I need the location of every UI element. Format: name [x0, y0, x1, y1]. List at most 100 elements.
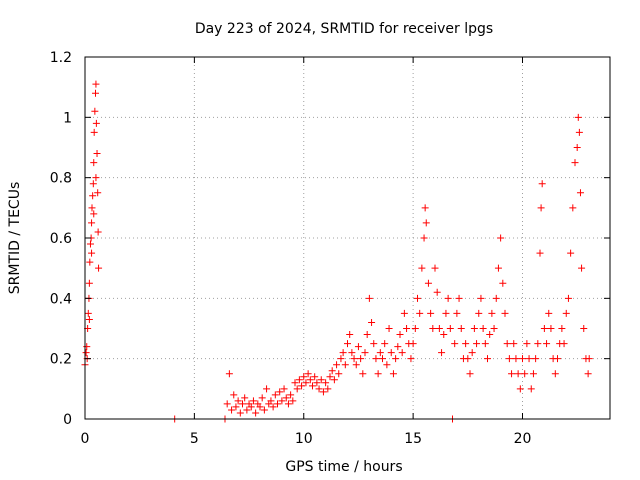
data-point [457, 325, 465, 332]
data-point [348, 349, 356, 357]
data-point [519, 355, 526, 363]
data-point [95, 264, 103, 272]
data-point [315, 385, 323, 393]
data-point [86, 240, 94, 248]
data-point [363, 331, 371, 339]
data-point [85, 315, 93, 323]
data-point [92, 80, 100, 88]
x-tick-label: 20 [514, 431, 532, 447]
data-point [236, 409, 244, 417]
data-point [328, 367, 336, 375]
data-point [247, 403, 255, 411]
data-point [389, 370, 397, 378]
data-point [433, 288, 441, 296]
data-point [554, 355, 561, 363]
data-point [499, 279, 507, 287]
data-point [534, 340, 542, 348]
data-point [508, 370, 516, 378]
data-point [538, 180, 546, 188]
data-point [90, 210, 98, 218]
data-point [282, 394, 290, 402]
data-point [435, 325, 443, 332]
data-point [293, 385, 301, 393]
data-point [88, 219, 96, 227]
data-point [289, 397, 297, 405]
data-point [230, 391, 238, 399]
data-point [429, 325, 437, 332]
data-point [335, 370, 343, 378]
data-point [409, 340, 417, 348]
data-point [383, 361, 391, 369]
data-point [564, 294, 572, 302]
x-tick-label: 0 [81, 431, 90, 447]
data-point [89, 192, 97, 200]
data-point [84, 309, 92, 317]
data-point [523, 340, 531, 348]
data-point [543, 340, 551, 348]
data-point [573, 144, 581, 151]
data-point [536, 249, 544, 257]
data-point [416, 309, 424, 317]
data-point [304, 370, 312, 378]
data-point [92, 89, 99, 97]
y-tick-label: 0 [63, 412, 72, 428]
data-point [359, 370, 367, 378]
data-point [341, 361, 349, 369]
data-point [576, 189, 584, 197]
data-point [488, 309, 496, 317]
data-point [444, 294, 452, 302]
data-point [92, 174, 100, 182]
data-point [407, 355, 415, 363]
data-point [365, 294, 373, 302]
data-point [455, 294, 463, 302]
data-point [94, 189, 102, 197]
data-point [537, 204, 545, 212]
data-point [510, 340, 518, 348]
data-point [381, 340, 389, 348]
data-point [575, 128, 583, 136]
data-point [470, 325, 478, 332]
data-point [276, 388, 284, 396]
chart-title: Day 223 of 2024, SRMTID for receiver lpg… [195, 21, 493, 37]
data-point [324, 385, 332, 393]
data-point [291, 379, 299, 387]
data-point [547, 325, 555, 332]
y-tick-label: 1 [63, 110, 72, 126]
data-point [88, 249, 96, 257]
data-point [569, 204, 577, 212]
data-point [269, 403, 277, 411]
data-point [271, 391, 279, 399]
data-point [258, 394, 266, 402]
data-point [374, 370, 382, 378]
data-point [394, 343, 402, 351]
data-point [400, 309, 408, 317]
data-point [497, 234, 505, 242]
data-point [527, 385, 535, 393]
data-point [232, 403, 240, 411]
data-point [313, 379, 321, 387]
data-point [263, 385, 271, 393]
y-tick-label: 1.2 [50, 50, 72, 66]
data-point [421, 204, 429, 212]
data-point [298, 382, 306, 390]
data-point [420, 234, 428, 242]
data-point [239, 400, 246, 408]
data-point [387, 349, 395, 357]
data-point [446, 325, 454, 332]
data-point [392, 355, 400, 363]
data-point [309, 382, 316, 390]
data-point [352, 361, 360, 369]
data-point [477, 294, 485, 302]
data-point [438, 349, 446, 357]
data-point [370, 340, 378, 348]
data-point [551, 370, 559, 378]
y-tick-label: 0.4 [50, 291, 72, 307]
data-point [481, 340, 489, 348]
data-point [414, 294, 421, 302]
data-point [90, 128, 98, 136]
data-point [234, 397, 242, 405]
data-point [326, 373, 334, 381]
data-point [260, 406, 268, 414]
data-point [580, 325, 588, 332]
